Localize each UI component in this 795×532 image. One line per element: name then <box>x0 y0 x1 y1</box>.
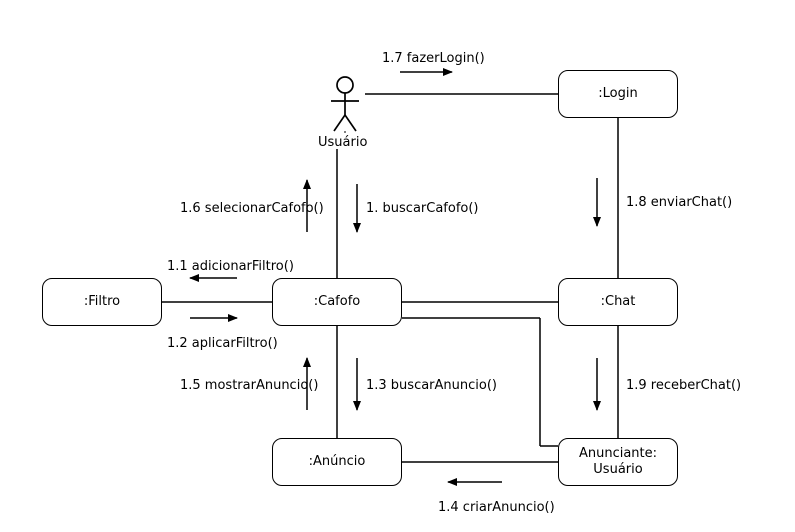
node-login: :Login <box>558 70 678 118</box>
edge-label-1-4: 1.4 criarAnuncio() <box>438 500 555 515</box>
node-cafofo: :Cafofo <box>272 278 402 326</box>
node-login-label: :Login <box>598 86 637 102</box>
node-anuncio: :Anúncio <box>272 438 402 486</box>
node-filtro-label: :Filtro <box>84 294 120 310</box>
actor-icon <box>331 77 359 135</box>
node-anuncio-label: :Anúncio <box>309 454 366 470</box>
edge-label-1-2: 1.2 aplicarFiltro() <box>167 336 278 351</box>
edge-label-1-1: 1.1 adicionarFiltro() <box>167 259 294 274</box>
node-anunciante-label: Anunciante: Usuário <box>559 446 677 477</box>
node-chat-label: :Chat <box>601 294 636 310</box>
node-anunciante: Anunciante: Usuário <box>558 438 678 486</box>
diagram-canvas: Usuário :Login :Cafofo :Filtro :Chat :An… <box>0 0 795 532</box>
node-filtro: :Filtro <box>42 278 162 326</box>
edge-label-1-9: 1.9 receberChat() <box>626 378 741 393</box>
node-chat: :Chat <box>558 278 678 326</box>
message-arrows <box>190 72 597 482</box>
node-cafofo-label: :Cafofo <box>314 294 360 310</box>
edge-label-1-7: 1.7 fazerLogin() <box>382 51 485 66</box>
edge-label-1: 1. buscarCafofo() <box>366 201 479 216</box>
edge-label-1-5: 1.5 mostrarAnuncio() <box>180 378 318 393</box>
edge-label-1-8: 1.8 enviarChat() <box>626 195 732 210</box>
edge-label-1-3: 1.3 buscarAnuncio() <box>366 378 497 393</box>
actor-label: Usuário <box>318 135 367 150</box>
edge-label-1-6: 1.6 selecionarCafofo() <box>180 201 324 216</box>
